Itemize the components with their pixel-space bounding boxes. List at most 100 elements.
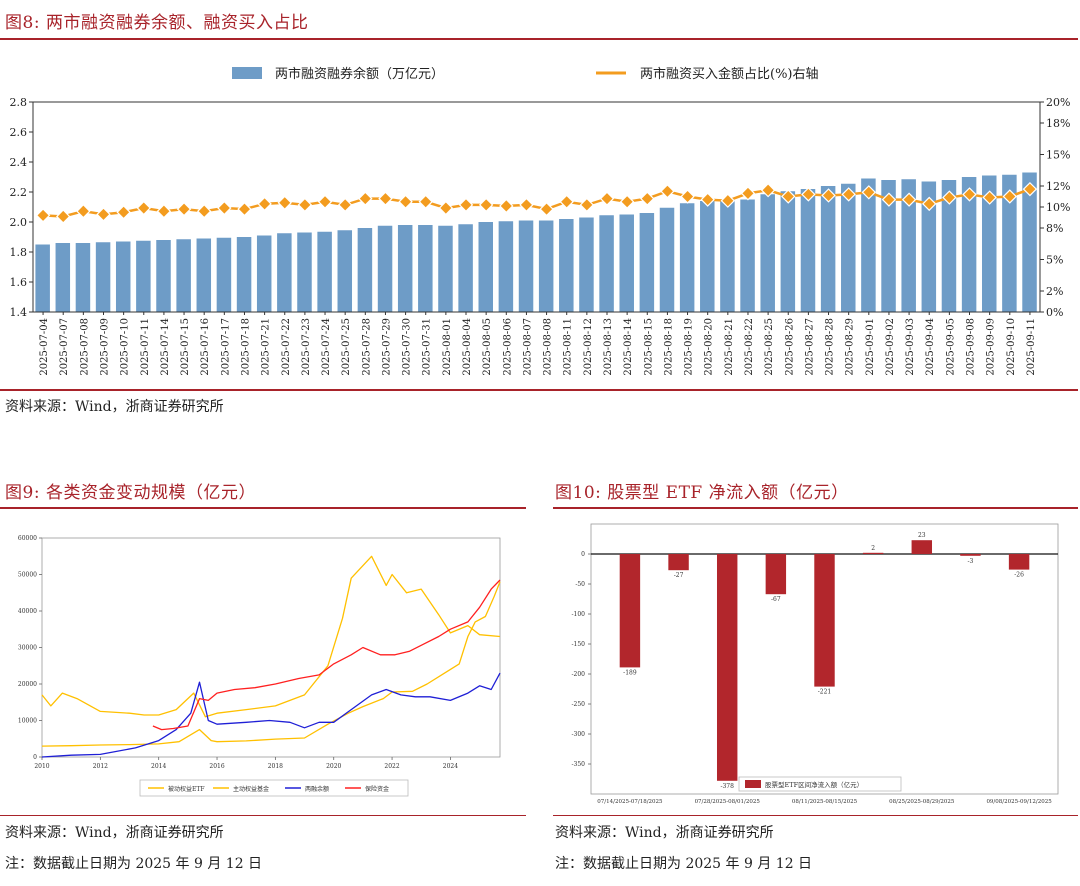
balance-bar	[841, 183, 856, 312]
balance-bar	[136, 240, 151, 312]
legend-label-2: 两融余额	[305, 785, 329, 793]
fig8-bottom-rule	[0, 389, 1078, 391]
balance-bar	[901, 179, 916, 312]
fig10-plot-frame	[590, 523, 1059, 795]
right-tick-label: 10%	[1046, 201, 1070, 214]
bar-value-label: -221	[818, 689, 831, 696]
y-tick-label: -300	[572, 731, 586, 738]
x-tick-label: 2025-07-22	[281, 318, 292, 376]
bar-value-label: 23	[918, 532, 926, 539]
flow-bar	[619, 554, 641, 668]
ratio-point	[76, 203, 91, 219]
balance-bar	[317, 231, 332, 312]
flow-bar	[716, 554, 738, 781]
x-tick-label: 2025-07-09	[99, 318, 110, 376]
balance-bar	[760, 194, 775, 312]
legend-label: 股票型ETF区间净流入额（亿元）	[765, 780, 863, 789]
fig10-title: 图10: 股票型 ETF 净流入额（亿元）	[555, 483, 849, 503]
fig8-top-rule	[0, 38, 1078, 40]
x-tick-label: 2020	[326, 763, 341, 770]
right-tick-label: 18%	[1046, 117, 1070, 130]
fig10-footnote: 注：数据截止日期为 2025 年 9 月 12 日	[555, 856, 813, 872]
ratio-point	[901, 192, 917, 207]
y-tick-label: 50000	[18, 572, 37, 579]
balance-bar	[720, 200, 735, 312]
balance-bar	[35, 244, 50, 312]
legend-swatch	[745, 780, 761, 788]
ratio-point	[599, 191, 615, 206]
balance-bar	[377, 225, 393, 312]
flow-bar	[765, 554, 787, 595]
x-tick-label: 2025-08-11	[563, 318, 574, 376]
ratio-point	[781, 189, 796, 204]
ratio-point	[136, 200, 151, 216]
flow-bar	[960, 554, 981, 556]
left-tick-label: 2.6	[10, 126, 28, 139]
x-tick-label: 2025-07-07	[59, 318, 70, 376]
x-tick-label: 2025-09-05	[945, 318, 956, 376]
balance-bar	[861, 178, 876, 312]
balance-bar	[679, 203, 695, 312]
balance-bar	[800, 189, 816, 312]
balance-bar	[216, 237, 232, 312]
bar-value-label: -26	[1014, 572, 1024, 579]
series-line-3	[152, 579, 501, 731]
right-tick-label: 15%	[1046, 149, 1070, 162]
x-tick-label: 2025-08-01	[442, 318, 453, 376]
ratio-point	[478, 197, 494, 213]
ratio-point	[740, 186, 756, 201]
ratio-point	[579, 197, 595, 213]
balance-bar	[619, 214, 634, 312]
balance-bar	[357, 228, 373, 312]
ratio-point	[378, 191, 393, 206]
ratio-point	[559, 194, 574, 209]
x-tick-label: 2025-08-26	[784, 318, 795, 376]
x-tick-label: 2025-08-06	[502, 318, 513, 376]
ratio-point	[418, 194, 433, 209]
ratio-point	[942, 190, 957, 205]
balance-bar	[418, 225, 433, 312]
ratio-point	[861, 185, 877, 200]
x-tick-label: 2025-09-09	[986, 318, 997, 376]
x-tick-label: 2025-07-25	[341, 318, 352, 376]
series-line-2	[41, 672, 501, 758]
legend-box	[738, 776, 902, 792]
balance-bar	[196, 238, 212, 312]
ratio-point	[539, 201, 554, 217]
x-tick-label: 2025-07-14	[160, 318, 171, 376]
y-tick-label: 60000	[18, 535, 37, 542]
ratio-point	[196, 203, 212, 219]
x-tick-label: 2025-07-28	[361, 318, 372, 376]
fig9-source: 资料来源：Wind，浙商证券研究所	[5, 825, 224, 841]
y-tick-label: 20000	[18, 681, 37, 688]
balance-bar	[478, 222, 493, 312]
x-tick-label: 08/11/2025-08/15/2025	[792, 799, 858, 805]
fig9-top-rule	[0, 507, 526, 509]
balance-bar	[498, 221, 514, 312]
right-tick-label: 12%	[1046, 180, 1070, 193]
balance-bar	[176, 239, 191, 312]
x-tick-label: 2025-08-20	[704, 318, 715, 376]
left-tick-label: 1.4	[10, 306, 28, 319]
x-tick-label: 2025-08-28	[825, 318, 836, 376]
balance-bar	[700, 201, 715, 312]
x-tick-label: 2025-07-16	[200, 318, 211, 376]
left-tick-label: 2.2	[10, 186, 28, 199]
balance-bar	[236, 237, 252, 312]
y-tick-label: -50	[575, 581, 585, 588]
ratio-point	[156, 203, 172, 219]
x-tick-label: 2025-07-15	[180, 318, 191, 376]
ratio-point	[438, 200, 454, 216]
ratio-point	[116, 205, 131, 220]
x-tick-label: 2025-08-25	[764, 318, 775, 376]
fig9-title: 图9: 各类资金变动规模（亿元）	[5, 483, 256, 503]
ratio-point	[358, 191, 373, 206]
x-tick-label: 2025-07-24	[321, 318, 332, 376]
fig8-title: 图8: 两市融资融券余额、融资买入占比	[5, 13, 309, 33]
legend-bar-label: 两市融资融券余额（万亿元）	[275, 66, 444, 82]
balance-bar	[538, 220, 554, 312]
ratio-point	[660, 184, 675, 199]
left-tick-label: 2.4	[10, 156, 28, 169]
x-tick-label: 2025-08-19	[684, 318, 695, 376]
fig8-chart: 两市融资融券余额（万亿元） 两市融资买入金额占比(%)右轴 1.4 1.6 1.8 2.0…	[10, 66, 1071, 376]
